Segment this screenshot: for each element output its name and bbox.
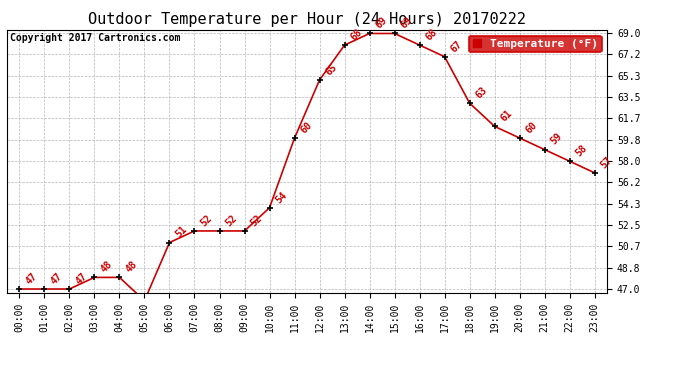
Text: 51: 51 — [174, 224, 189, 240]
Text: 57: 57 — [599, 155, 614, 170]
Text: 52: 52 — [224, 213, 239, 228]
Text: 47: 47 — [23, 271, 39, 286]
Text: 63: 63 — [474, 85, 489, 100]
Text: 61: 61 — [499, 108, 514, 124]
Text: 47: 47 — [48, 271, 64, 286]
Text: Copyright 2017 Cartronics.com: Copyright 2017 Cartronics.com — [10, 33, 180, 43]
Text: 60: 60 — [524, 120, 539, 135]
Text: 54: 54 — [274, 189, 289, 205]
Text: 52: 52 — [248, 213, 264, 228]
Text: 69: 69 — [399, 15, 414, 31]
Text: 69: 69 — [374, 15, 389, 31]
Text: 68: 68 — [348, 27, 364, 42]
Text: 60: 60 — [299, 120, 314, 135]
Text: 65: 65 — [324, 62, 339, 77]
Text: 52: 52 — [199, 213, 214, 228]
Text: 67: 67 — [448, 39, 464, 54]
Title: Outdoor Temperature per Hour (24 Hours) 20170222: Outdoor Temperature per Hour (24 Hours) … — [88, 12, 526, 27]
Text: 68: 68 — [424, 27, 439, 42]
Legend: Temperature (°F): Temperature (°F) — [469, 36, 602, 52]
Text: 48: 48 — [99, 259, 114, 274]
Text: 58: 58 — [574, 143, 589, 159]
Text: 47: 47 — [74, 271, 89, 286]
Text: 46: 46 — [0, 374, 1, 375]
Text: 59: 59 — [549, 132, 564, 147]
Text: 48: 48 — [124, 259, 139, 274]
